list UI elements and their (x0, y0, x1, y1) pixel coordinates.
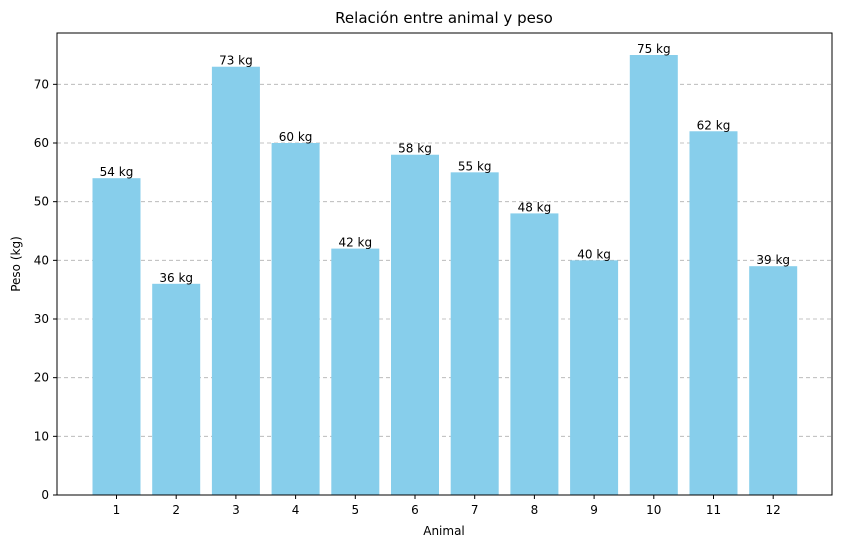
data-label-6: 58 kg (398, 142, 432, 156)
x-axis-label: Animal (423, 524, 465, 538)
x-tick-label: 7 (471, 503, 479, 517)
x-tick-label: 8 (531, 503, 539, 517)
data-label-10: 75 kg (637, 42, 671, 56)
data-label-7: 55 kg (458, 159, 492, 173)
data-label-1: 54 kg (100, 165, 134, 179)
bar-8 (510, 213, 559, 495)
y-tick-label: 60 (34, 136, 49, 150)
x-tick-label: 4 (292, 503, 300, 517)
x-tick-label: 11 (706, 503, 721, 517)
data-label-4: 60 kg (279, 130, 313, 144)
chart-title: Relación entre animal y peso (335, 9, 553, 27)
y-tick-label: 30 (34, 312, 49, 326)
data-label-3: 73 kg (219, 54, 253, 68)
bar-2 (152, 283, 201, 495)
bar-12 (749, 266, 798, 495)
bar-9 (570, 260, 619, 495)
x-tick-label: 10 (646, 503, 661, 517)
data-label-9: 40 kg (577, 247, 611, 261)
data-labels: 54 kg 36 kg 73 kg 60 kg 42 kg 58 kg 55 kg 48 kg… (100, 42, 790, 285)
y-tick-label: 20 (34, 371, 49, 385)
bar-10 (629, 55, 678, 495)
data-label-11: 62 kg (697, 118, 731, 132)
bar-3 (211, 66, 260, 495)
x-tick-label: 5 (351, 503, 359, 517)
bar-6 (391, 154, 439, 495)
y-tick-label: 40 (34, 253, 49, 267)
data-label-5: 42 kg (338, 236, 372, 250)
bar-5 (331, 248, 380, 495)
x-tick-label: 1 (113, 503, 121, 517)
y-tick-label: 70 (34, 77, 49, 91)
bar-11 (689, 131, 738, 495)
y-axis-label: Peso (kg) (9, 236, 23, 292)
data-label-12: 39 kg (756, 253, 790, 267)
y-tick-label: 0 (41, 488, 49, 502)
y-tick-label: 10 (34, 429, 49, 443)
plot-frame (56, 32, 833, 496)
x-axis-ticks: 1 2 3 4 5 6 7 8 9 10 11 12 (113, 495, 781, 517)
x-tick-label: 9 (590, 503, 598, 517)
bars (92, 55, 798, 496)
data-label-2: 36 kg (159, 271, 193, 285)
bar-4 (271, 143, 320, 495)
x-tick-label: 6 (411, 503, 419, 517)
data-label-8: 48 kg (518, 200, 552, 214)
bar-7 (450, 172, 499, 496)
x-tick-label: 3 (232, 503, 240, 517)
y-tick-label: 50 (34, 195, 49, 209)
x-tick-label: 2 (172, 503, 180, 517)
y-axis-ticks: 0 10 20 30 40 50 60 70 (34, 77, 57, 502)
bar-1 (92, 178, 141, 495)
x-tick-label: 12 (766, 503, 781, 517)
